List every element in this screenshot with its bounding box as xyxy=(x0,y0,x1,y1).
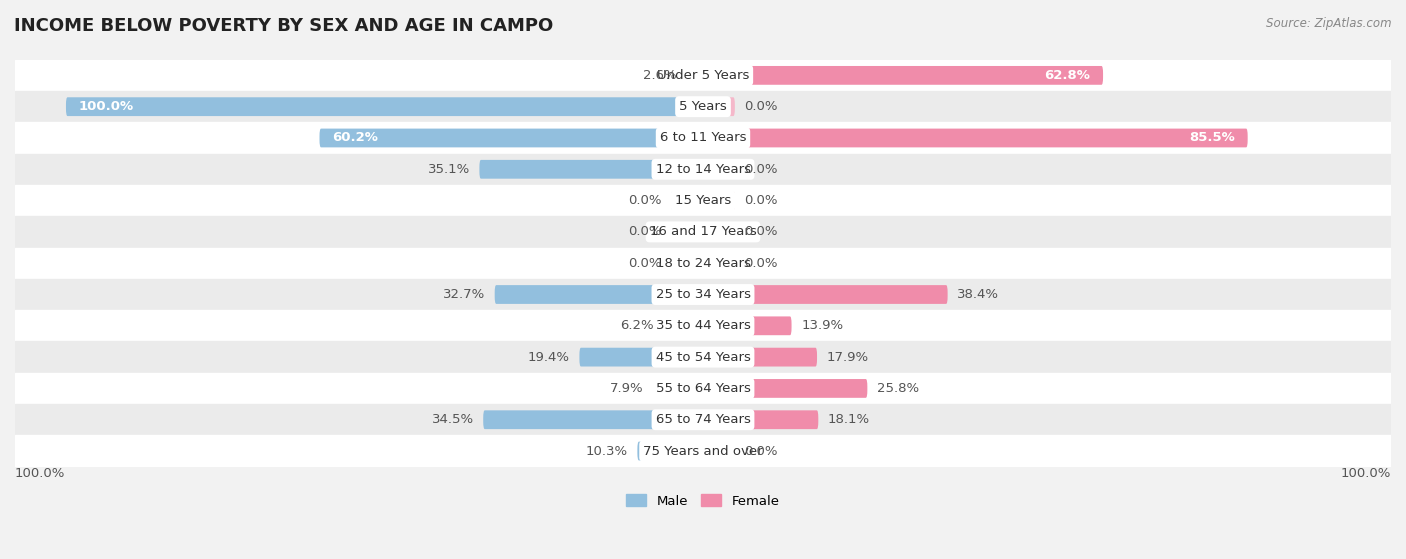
Text: 17.9%: 17.9% xyxy=(827,350,869,363)
Text: 12 to 14 Years: 12 to 14 Years xyxy=(655,163,751,176)
Text: 16 and 17 Years: 16 and 17 Years xyxy=(650,225,756,238)
FancyBboxPatch shape xyxy=(703,97,735,116)
Text: 35 to 44 Years: 35 to 44 Years xyxy=(655,319,751,332)
FancyBboxPatch shape xyxy=(319,129,703,148)
Bar xyxy=(15,248,1391,279)
FancyBboxPatch shape xyxy=(495,285,703,304)
Text: Source: ZipAtlas.com: Source: ZipAtlas.com xyxy=(1267,17,1392,30)
Text: 60.2%: 60.2% xyxy=(332,131,378,144)
Text: 18.1%: 18.1% xyxy=(828,413,870,426)
Text: 10.3%: 10.3% xyxy=(586,444,628,457)
FancyBboxPatch shape xyxy=(703,129,1247,148)
FancyBboxPatch shape xyxy=(664,316,703,335)
Text: 38.4%: 38.4% xyxy=(957,288,1000,301)
Text: 6.2%: 6.2% xyxy=(620,319,654,332)
Text: 0.0%: 0.0% xyxy=(628,194,662,207)
FancyBboxPatch shape xyxy=(686,66,703,85)
FancyBboxPatch shape xyxy=(579,348,703,367)
FancyBboxPatch shape xyxy=(484,410,703,429)
Bar xyxy=(15,154,1391,185)
FancyBboxPatch shape xyxy=(671,222,703,241)
Text: 0.0%: 0.0% xyxy=(744,100,778,113)
Bar xyxy=(15,404,1391,435)
Bar xyxy=(15,91,1391,122)
Bar xyxy=(15,342,1391,373)
Text: 2.6%: 2.6% xyxy=(644,69,676,82)
FancyBboxPatch shape xyxy=(652,379,703,398)
FancyBboxPatch shape xyxy=(703,191,735,210)
FancyBboxPatch shape xyxy=(703,254,735,273)
Text: 15 Years: 15 Years xyxy=(675,194,731,207)
Bar xyxy=(15,122,1391,154)
Text: 0.0%: 0.0% xyxy=(744,194,778,207)
Bar xyxy=(15,310,1391,342)
FancyBboxPatch shape xyxy=(703,222,735,241)
Bar xyxy=(15,373,1391,404)
Text: 19.4%: 19.4% xyxy=(527,350,569,363)
Text: 0.0%: 0.0% xyxy=(744,163,778,176)
FancyBboxPatch shape xyxy=(637,442,703,461)
Legend: Male, Female: Male, Female xyxy=(621,489,785,513)
Bar xyxy=(15,185,1391,216)
FancyBboxPatch shape xyxy=(703,410,818,429)
FancyBboxPatch shape xyxy=(671,191,703,210)
FancyBboxPatch shape xyxy=(703,442,735,461)
Text: Under 5 Years: Under 5 Years xyxy=(657,69,749,82)
Text: 85.5%: 85.5% xyxy=(1189,131,1234,144)
Bar xyxy=(15,60,1391,91)
Text: 100.0%: 100.0% xyxy=(15,467,65,480)
Text: 32.7%: 32.7% xyxy=(443,288,485,301)
FancyBboxPatch shape xyxy=(703,66,1104,85)
Text: 75 Years and over: 75 Years and over xyxy=(643,444,763,457)
Text: 35.1%: 35.1% xyxy=(427,163,470,176)
Text: 5 Years: 5 Years xyxy=(679,100,727,113)
Text: 0.0%: 0.0% xyxy=(744,444,778,457)
FancyBboxPatch shape xyxy=(703,316,792,335)
Text: INCOME BELOW POVERTY BY SEX AND AGE IN CAMPO: INCOME BELOW POVERTY BY SEX AND AGE IN C… xyxy=(14,17,554,35)
Text: 25.8%: 25.8% xyxy=(877,382,920,395)
Text: 0.0%: 0.0% xyxy=(628,225,662,238)
Text: 100.0%: 100.0% xyxy=(79,100,134,113)
FancyBboxPatch shape xyxy=(66,97,703,116)
Text: 0.0%: 0.0% xyxy=(628,257,662,269)
Text: 13.9%: 13.9% xyxy=(801,319,844,332)
FancyBboxPatch shape xyxy=(703,348,817,367)
Text: 0.0%: 0.0% xyxy=(744,257,778,269)
Bar xyxy=(15,216,1391,248)
Bar xyxy=(15,279,1391,310)
FancyBboxPatch shape xyxy=(703,379,868,398)
Text: 62.8%: 62.8% xyxy=(1045,69,1090,82)
Text: 100.0%: 100.0% xyxy=(1341,467,1391,480)
Text: 34.5%: 34.5% xyxy=(432,413,474,426)
FancyBboxPatch shape xyxy=(479,160,703,179)
Text: 7.9%: 7.9% xyxy=(609,382,643,395)
Text: 55 to 64 Years: 55 to 64 Years xyxy=(655,382,751,395)
Text: 65 to 74 Years: 65 to 74 Years xyxy=(655,413,751,426)
Text: 6 to 11 Years: 6 to 11 Years xyxy=(659,131,747,144)
FancyBboxPatch shape xyxy=(671,254,703,273)
Text: 18 to 24 Years: 18 to 24 Years xyxy=(655,257,751,269)
Bar xyxy=(15,435,1391,467)
Text: 0.0%: 0.0% xyxy=(744,225,778,238)
FancyBboxPatch shape xyxy=(703,160,735,179)
Text: 25 to 34 Years: 25 to 34 Years xyxy=(655,288,751,301)
FancyBboxPatch shape xyxy=(703,285,948,304)
Text: 45 to 54 Years: 45 to 54 Years xyxy=(655,350,751,363)
